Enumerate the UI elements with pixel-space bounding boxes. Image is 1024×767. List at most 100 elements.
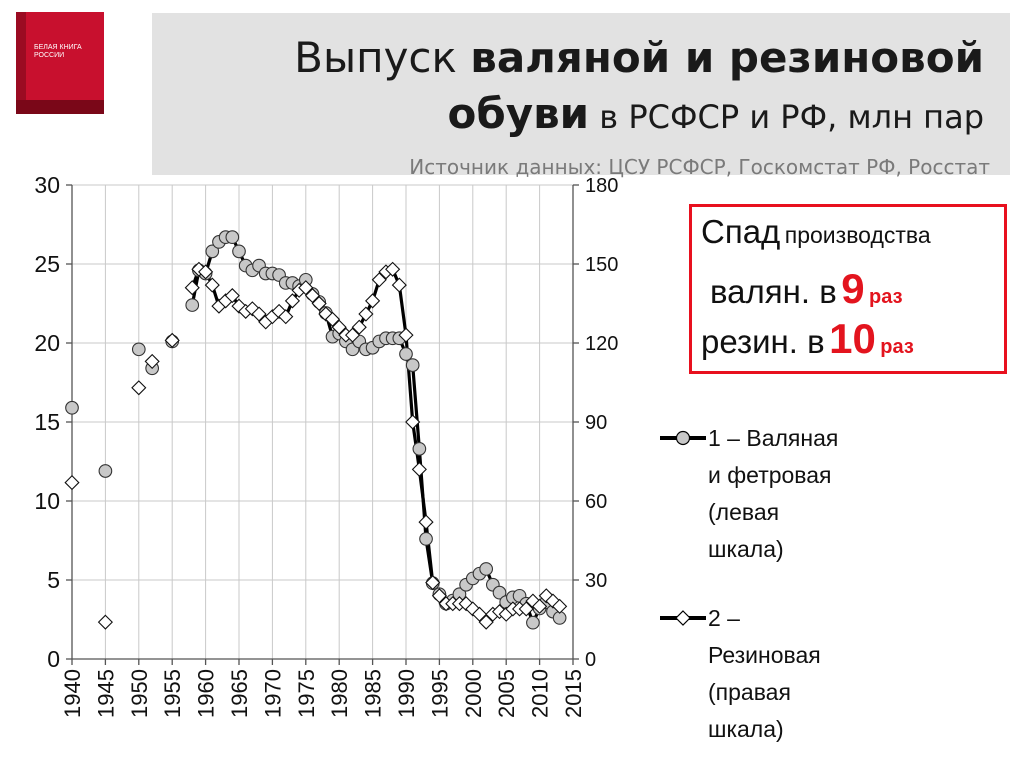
- callout-felt-text: валян. в: [710, 273, 837, 310]
- series-2-point: [351, 319, 367, 335]
- x-tick-label: 1985: [361, 669, 386, 718]
- x-tick-label: 1945: [93, 669, 118, 718]
- callout-word-spad: Спад: [701, 213, 781, 250]
- series-2-point: [371, 272, 387, 288]
- series-2-point: [244, 301, 260, 317]
- x-tick-label: 1975: [294, 669, 319, 718]
- series-2-point: [418, 514, 434, 530]
- y-right-tick-label: 180: [585, 175, 618, 197]
- series-1-point: [65, 400, 79, 415]
- x-tick-label: 2005: [494, 669, 519, 718]
- legend-item-rubber: 2 – Резиновая (правая шкала): [708, 605, 821, 742]
- y-left-tick-label: 30: [34, 172, 60, 198]
- legend-marker-rubber-diamond: [675, 610, 691, 626]
- series-2-point: [478, 614, 494, 630]
- series-2-point: [365, 293, 381, 309]
- series-1-point: [225, 230, 240, 244]
- series-1-point: [399, 347, 413, 361]
- decline-callout: Спад производства валян. в 9 раз резин. …: [689, 204, 1007, 374]
- series-2-point: [431, 588, 447, 604]
- y-right-tick-label: 0: [585, 649, 596, 671]
- title-rest: в РСФСР и РФ, млн пар: [589, 98, 984, 136]
- series-2-point: [284, 293, 301, 309]
- series-2-point: [358, 306, 374, 322]
- chart-title-line2: обуви в РСФСР и РФ, млн пар: [448, 89, 984, 138]
- series-1-point: [232, 244, 246, 259]
- series-2-point: [311, 295, 327, 312]
- data-source: Источник данных: ЦСУ РСФСР, Госкомстат Р…: [409, 155, 990, 179]
- book-spine: [16, 12, 26, 114]
- series-1-point: [205, 244, 220, 259]
- callout-line3: резин. в 10 раз: [701, 315, 914, 363]
- y-right-tick-label: 150: [585, 254, 618, 276]
- x-tick-label: 2010: [528, 669, 553, 718]
- series-1-point: [492, 585, 507, 600]
- callout-rubber-unit: раз: [880, 336, 914, 358]
- series-1-point: [405, 358, 420, 372]
- x-tick-label: 1955: [160, 669, 185, 718]
- series-2-point: [318, 306, 334, 322]
- callout-rubber-number: 10: [829, 315, 876, 362]
- series-1-point: [98, 464, 113, 478]
- series-2-point: [97, 614, 113, 630]
- series-2-point: [64, 474, 80, 491]
- legend-swatches: [660, 430, 706, 626]
- legend-marker-felt-circle: [675, 430, 691, 446]
- series-2-point: [271, 303, 287, 319]
- book-footer-band: [16, 100, 104, 114]
- series-2-point: [391, 277, 407, 293]
- y-right-tick-label: 120: [585, 333, 618, 355]
- title-bold2: обуви: [447, 89, 590, 138]
- book-cover-image: БЕЛАЯ КНИГА РОССИИ: [16, 12, 104, 114]
- series-1-point: [479, 562, 494, 576]
- x-tick-label: 1950: [127, 669, 152, 718]
- series-2-point: [425, 575, 441, 591]
- series-2-point: [198, 264, 214, 280]
- series-1-point: [412, 442, 427, 456]
- series-2-point: [518, 601, 534, 617]
- series-1-point: [526, 615, 540, 630]
- title-plain: Выпуск: [294, 33, 471, 82]
- series-2-point: [344, 327, 361, 343]
- series-2-point: [298, 280, 314, 296]
- x-tick-label: 1960: [194, 669, 219, 718]
- series-1-point: [185, 298, 200, 312]
- y-left-tick-label: 5: [47, 567, 60, 593]
- x-tick-label: 2000: [461, 669, 486, 718]
- y-left-tick-label: 20: [34, 330, 60, 356]
- callout-felt-unit: раз: [869, 286, 903, 308]
- series-2-point: [331, 319, 347, 335]
- chart-title-line1: Выпуск валяной и резиновой: [294, 33, 984, 82]
- y-left-tick-label: 0: [47, 646, 60, 672]
- series-2-point: [324, 311, 341, 327]
- series-2-point: [411, 461, 427, 477]
- series-1-point: [131, 342, 146, 357]
- series-2-point: [144, 353, 160, 370]
- book-title: БЕЛАЯ КНИГА РОССИИ: [34, 44, 82, 59]
- x-tick-label: 2015: [561, 669, 586, 718]
- x-tick-label: 1990: [394, 669, 419, 718]
- callout-rubber-text: резин. в: [701, 323, 825, 360]
- callout-word-production: производства: [784, 222, 931, 248]
- series-2-point: [131, 380, 147, 396]
- y-left-tick-label: 10: [34, 488, 60, 514]
- x-tick-label: 1995: [427, 669, 452, 718]
- x-tick-label: 1980: [327, 669, 352, 718]
- y-right-tick-label: 30: [585, 570, 607, 592]
- y-left-tick-label: 25: [34, 251, 60, 277]
- title-band: Выпуск валяной и резиновой обуви в РСФСР…: [152, 13, 1010, 179]
- legend: 1 – Валяная и фетровая (левая шкала) 2 –…: [656, 420, 1016, 760]
- series-2-point: [532, 598, 548, 614]
- series-2-point: [184, 280, 200, 296]
- callout-line2: валян. в 9 раз: [710, 265, 903, 313]
- y-right-tick-label: 90: [585, 412, 607, 434]
- series-2-point: [471, 606, 488, 622]
- x-tick-label: 1940: [60, 669, 85, 718]
- series-2-point: [251, 306, 267, 322]
- series-2-point: [398, 327, 414, 343]
- series-2-point: [465, 601, 481, 617]
- x-tick-label: 1965: [227, 669, 252, 718]
- series-line-2: [190, 267, 561, 624]
- x-tick-label: 1970: [260, 669, 285, 718]
